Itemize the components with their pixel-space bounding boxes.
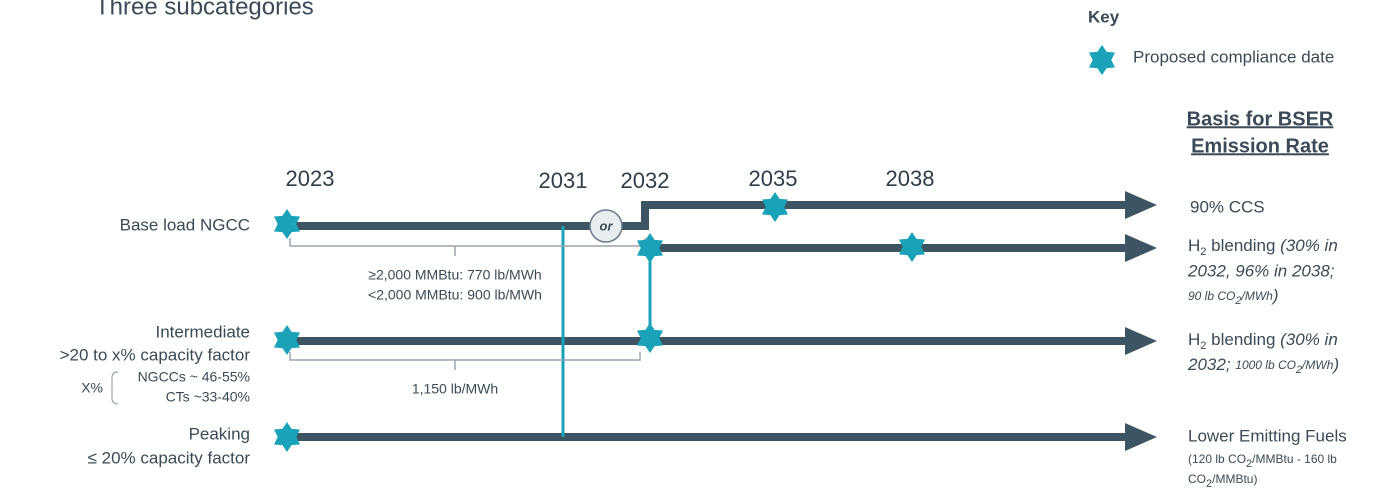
text: /MWh [1240, 289, 1273, 303]
basis-header: Emission Rate [1191, 135, 1329, 157]
outcome: 90% CCS [1190, 197, 1265, 216]
arrowhead [1125, 191, 1157, 219]
outcome: CO2/MMBtu) [1188, 472, 1257, 489]
text: (30% in [1280, 236, 1338, 255]
or-circle [589, 209, 623, 243]
timelines [287, 201, 1130, 441]
bracket [289, 238, 646, 256]
text: H [1188, 330, 1200, 349]
bracket [289, 352, 641, 370]
compliance-star [274, 209, 300, 239]
compliance-star [762, 192, 788, 222]
text: /MMBtu - 160 lb [1252, 452, 1337, 466]
text: (30% in [1280, 330, 1338, 349]
row-label: Base load NGCC [120, 215, 250, 234]
outcome: (120 lb CO2/MMBtu - 160 lb [1188, 452, 1337, 470]
compliance-star [274, 422, 300, 452]
outcome: 2032; 1000 lb CO2/MWh) [1187, 355, 1339, 375]
x-note-item: CTs ~33-40% [166, 389, 250, 405]
bracket-label: 1,150 lb/MWh [412, 381, 498, 397]
outcome: H2 blending (30% in [1188, 236, 1338, 257]
subscript: 2 [1246, 458, 1252, 470]
subscript: 2 [1295, 364, 1302, 376]
compliance-star [274, 325, 300, 355]
year: 2031 [539, 168, 588, 193]
subscript: 2 [1200, 246, 1206, 258]
outcome: 90 lb CO2/MWh) [1188, 286, 1279, 306]
subscript: 2 [1206, 478, 1212, 489]
row-label: >20 to x% capacity factor [60, 345, 251, 364]
row-label: Intermediate [156, 322, 251, 341]
or-label: or [600, 218, 614, 233]
text: ) [1271, 286, 1279, 305]
base-ccs-line [287, 201, 1130, 230]
row-label: Peaking [189, 424, 250, 443]
year: 2038 [886, 166, 935, 191]
text: 2032; [1187, 355, 1235, 374]
year: 2035 [749, 166, 798, 191]
text: /MWh [1301, 358, 1334, 372]
arrowhead [1125, 423, 1157, 451]
title: Three subcategories [95, 0, 314, 20]
x-note-item: NGCCs ~ 46-55% [138, 369, 250, 385]
stars [274, 45, 1115, 452]
text: blending [1206, 236, 1280, 255]
text: /MMBtu) [1212, 472, 1257, 486]
arrowhead [1125, 327, 1157, 355]
compliance-star [637, 233, 663, 263]
bracket [111, 371, 119, 405]
outcome: 2032, 96% in 2038; [1187, 261, 1335, 280]
compliance-star [899, 232, 925, 262]
compliance-star [1089, 45, 1115, 75]
text: CO [1188, 472, 1206, 486]
text: H [1188, 236, 1200, 255]
arrowhead [1125, 234, 1157, 262]
bracket-label: ≥2,000 MMBtu: 770 lb/MWh [368, 267, 541, 283]
outcome: Lower Emitting Fuels [1188, 426, 1347, 445]
text: 1000 lb CO [1235, 358, 1296, 372]
text: ) [1331, 355, 1339, 374]
basis-header: Basis for BSER [1187, 108, 1334, 130]
subscript: 2 [1234, 295, 1241, 307]
subscript: 2 [1200, 340, 1206, 352]
row-label: ≤ 20% capacity factor [88, 448, 251, 467]
year: 2023 [286, 166, 335, 191]
x-note-label: X% [81, 380, 103, 396]
compliance-star [637, 323, 663, 353]
text: (120 lb CO [1188, 452, 1246, 466]
key-item: Proposed compliance date [1133, 47, 1334, 66]
outcome: H2 blending (30% in [1188, 330, 1338, 351]
bracket-label: <2,000 MMBtu: 900 lb/MWh [368, 287, 542, 303]
key-title: Key [1088, 7, 1120, 26]
arrowheads [1125, 191, 1157, 451]
text: 90 lb CO [1188, 289, 1235, 303]
year: 2032 [621, 168, 670, 193]
text: blending [1206, 330, 1280, 349]
